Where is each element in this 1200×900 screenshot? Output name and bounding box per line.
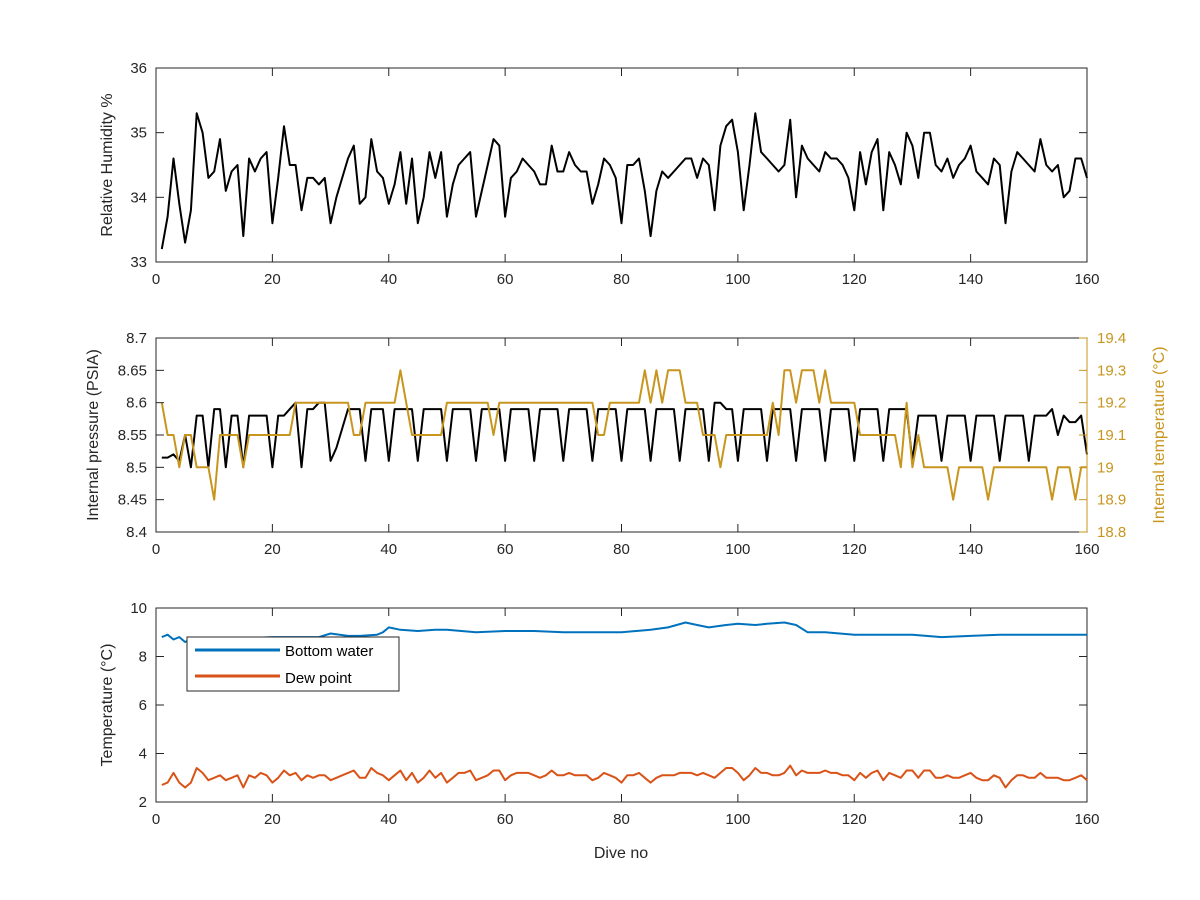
pressure-temperature-panel: 0 20 40 60 80 100 120 140 160 8.4 8.45 8.5 8.55 8.6 8.…: [85, 330, 1168, 558]
pressure-plot-area: [155, 337, 1088, 533]
humidity-tick-layer: 0 20 40 60 80 100 120 140 160 33 34 35 36: [130, 60, 1099, 288]
pressure-y-tick-label: 8.6: [126, 395, 147, 412]
pressure-y-tick-label: 8.45: [118, 492, 147, 509]
humidity-y-tick-label: 36: [130, 60, 147, 77]
humidity-y-tick-label: 34: [130, 189, 147, 206]
pressure-y-tick-label: 8.4: [126, 524, 147, 541]
internal-temperature-y-tick-label: 19.4: [1097, 330, 1126, 347]
dew-point-series-line: [161, 764, 1088, 789]
temperature-y-tick-label: 10: [130, 600, 147, 617]
temperature-y-tick-label: 6: [139, 697, 147, 714]
humidity-x-tick-label: 120: [842, 271, 867, 288]
temperature-tick-layer: 0 20 40 60 80 100 120 140 160 2 4 6 8 10: [130, 600, 1099, 828]
humidity-x-tick-label: 40: [380, 271, 397, 288]
internal-temperature-y-tick-label: 18.8: [1097, 524, 1126, 541]
temperature-x-tick-label: 0: [152, 811, 160, 828]
pressure-x-tick-label: 0: [152, 541, 160, 558]
pressure-x-tick-label: 80: [613, 541, 630, 558]
temperature-x-tick-label: 100: [725, 811, 750, 828]
x-axis-title: Dive no: [594, 845, 648, 862]
temperature-x-tick-label: 60: [497, 811, 514, 828]
pressure-tick-layer: 0 20 40 60 80 100 120 140 160 8.4 8.45 8.5 8.55 8.6 8.…: [118, 330, 1126, 558]
humidity-x-tick-label: 20: [264, 271, 281, 288]
pressure-series-layer: [160, 369, 1088, 501]
temperature-x-tick-label: 120: [842, 811, 867, 828]
internal-temperature-y-tick-label: 19.1: [1097, 427, 1126, 444]
humidity-y-tick-label: 33: [130, 254, 147, 271]
internal-temperature-y-axis-title: Internal temperature (°C): [1151, 346, 1168, 523]
humidity-x-tick-label: 60: [497, 271, 514, 288]
pressure-x-tick-label: 40: [380, 541, 397, 558]
humidity-series-line: [160, 112, 1088, 250]
humidity-x-tick-label: 0: [152, 271, 160, 288]
legend-label-bottom-water: Bottom water: [285, 643, 373, 660]
pressure-x-tick-label: 60: [497, 541, 514, 558]
internal-temperature-y-tick-label: 18.9: [1097, 492, 1126, 509]
temperature-y-tick-label: 8: [139, 649, 147, 666]
legend-box: [186, 636, 400, 692]
pressure-series-line: [161, 401, 1088, 469]
pressure-y-tick-label: 8.5: [126, 459, 147, 476]
temperature-y-tick-label: 2: [139, 794, 147, 811]
legend-label-dew-point: Dew point: [285, 670, 353, 687]
humidity-y-tick-label: 35: [130, 125, 147, 142]
temperature-panel: 0 20 40 60 80 100 120 140 160 2 4 6 8 10 Temperature …: [99, 600, 1100, 862]
temperature-x-tick-label: 140: [958, 811, 983, 828]
pressure-y-tick-label: 8.65: [118, 362, 147, 379]
pressure-x-tick-label: 100: [725, 541, 750, 558]
temperature-x-tick-label: 160: [1074, 811, 1099, 828]
internal-temperature-series-line: [160, 369, 1087, 501]
internal-temperature-y-tick-label: 19.3: [1097, 362, 1126, 379]
pressure-x-tick-label: 20: [264, 541, 281, 558]
humidity-x-tick-label: 100: [725, 271, 750, 288]
humidity-y-axis-title: Relative Humidity %: [99, 93, 116, 236]
pressure-y-tick-label: 8.7: [126, 330, 147, 347]
humidity-panel: 0 20 40 60 80 100 120 140 160 33 34 35 36 Relative H…: [99, 60, 1100, 288]
pressure-y-tick-label: 8.55: [118, 427, 147, 444]
pressure-x-tick-label: 120: [842, 541, 867, 558]
temperature-y-axis-title: Temperature (°C): [99, 644, 116, 767]
humidity-x-tick-label: 160: [1074, 271, 1099, 288]
pressure-x-tick-label: 160: [1074, 541, 1099, 558]
humidity-plot-area: [155, 67, 1088, 263]
temperature-y-tick-label: 4: [139, 746, 147, 763]
internal-temperature-y-tick-label: 19.2: [1097, 395, 1126, 412]
temperature-x-tick-label: 40: [380, 811, 397, 828]
legend: Bottom water Dew point: [186, 636, 400, 692]
temperature-x-tick-label: 80: [613, 811, 630, 828]
humidity-x-tick-label: 140: [958, 271, 983, 288]
humidity-x-tick-label: 80: [613, 271, 630, 288]
humidity-series-layer: [160, 112, 1088, 250]
internal-temperature-y-tick-label: 19: [1097, 459, 1114, 476]
pressure-x-tick-label: 140: [958, 541, 983, 558]
pressure-y-axis-title: Internal pressure (PSIA): [85, 349, 102, 521]
temperature-x-tick-label: 20: [264, 811, 281, 828]
